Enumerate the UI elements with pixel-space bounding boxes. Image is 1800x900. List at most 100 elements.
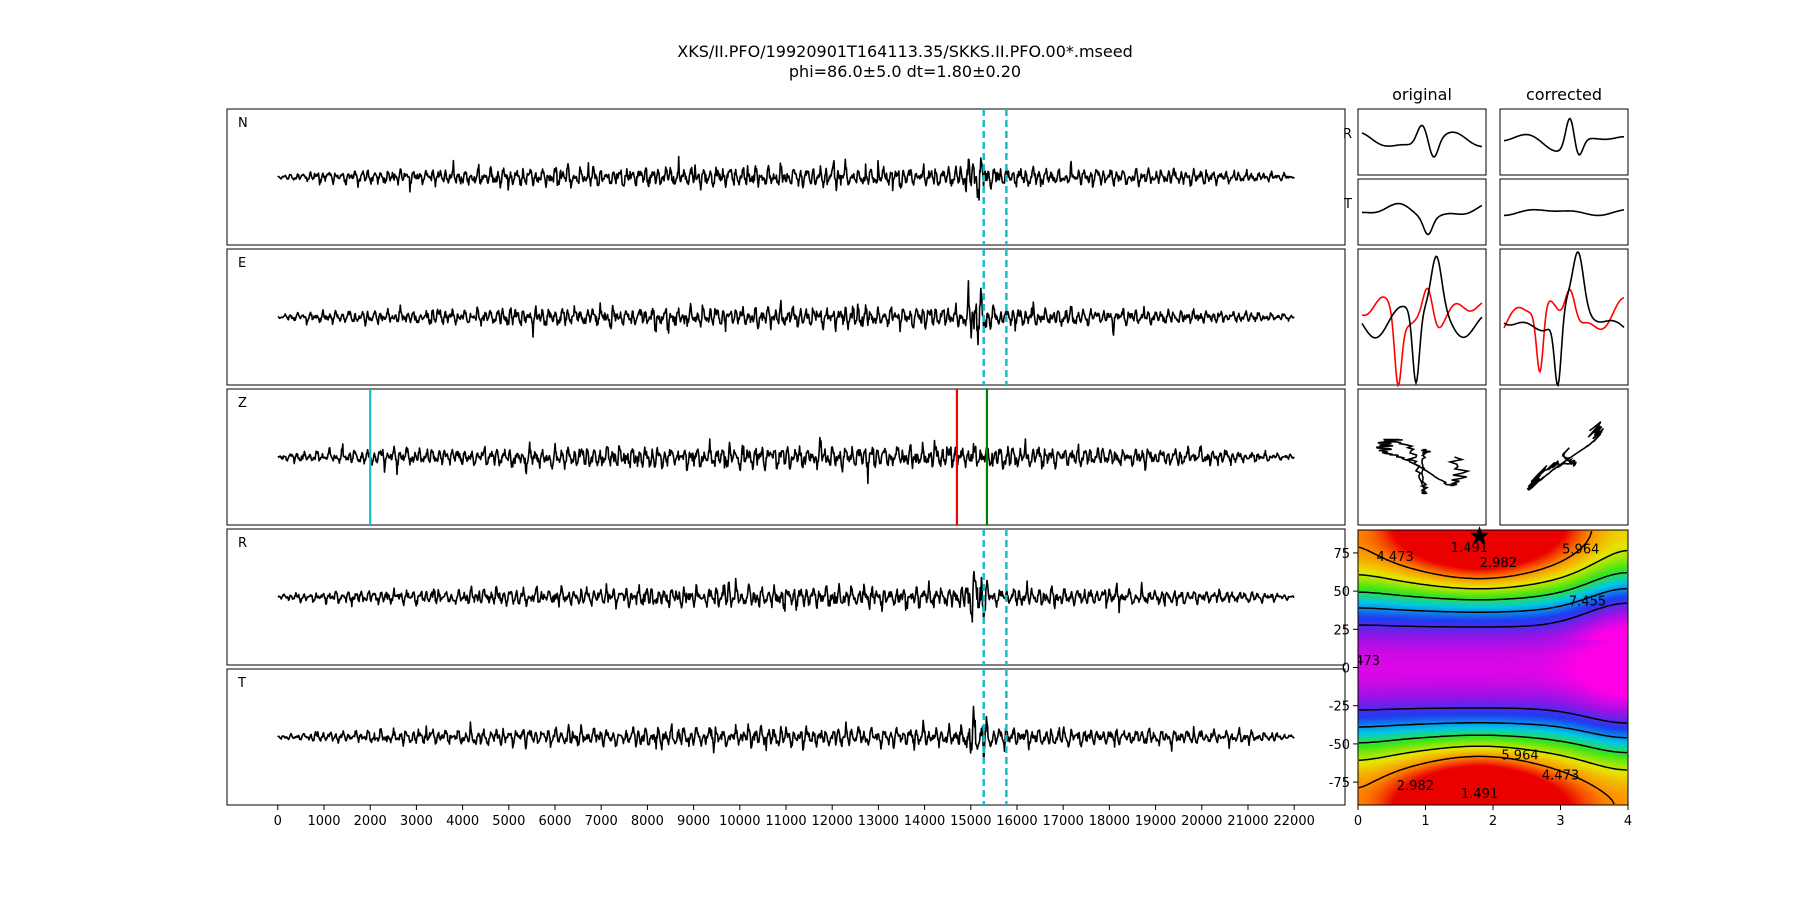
contour-label: 4.473 (1542, 768, 1579, 783)
particle-motion (1526, 421, 1605, 491)
energy-heatmap-image (1358, 530, 1628, 805)
x-tick-label: 1000 (307, 814, 340, 829)
y-tick-label: 50 (1333, 585, 1350, 600)
energy-grid-panel: 1.4912.9824.4735.9647.4554.4735.9644.473… (1329, 526, 1632, 829)
y-tick-label: 25 (1333, 623, 1350, 638)
waveform-comparison-panels: RT (1343, 108, 1629, 526)
contour-label: 5.964 (1562, 542, 1599, 557)
x-tick-label: 0 (274, 814, 282, 829)
trace-line-N (277, 155, 1295, 201)
x-tick-label: 1 (1421, 814, 1429, 829)
best-fit-star-mark (1470, 526, 1489, 545)
energy-grid-axes: 75 50 25 0 -25 -50 -75 0 1 2 3 4 (1329, 547, 1632, 829)
seismogram-panels: N E Z R T (226, 108, 1346, 806)
x-tick-label: 19000 (1135, 814, 1176, 829)
comparison-panel (1499, 388, 1629, 526)
y-tick-label: -75 (1329, 776, 1350, 791)
x-tick-label: 21000 (1227, 814, 1268, 829)
figure-title: XKS/II.PFO/19920901T164113.35/SKKS.II.PF… (677, 42, 1132, 61)
comparison-panel (1357, 108, 1487, 176)
time-axis: 0 1000 2000 3000 4000 5000 6000 7000 8000 9000 100… (274, 805, 1315, 829)
waveform-overlay-primary (1361, 255, 1483, 386)
trace-panel-label: E (238, 256, 246, 271)
x-tick-label: 13000 (858, 814, 899, 829)
contour-lines (1358, 530, 1628, 805)
trace-line-T (277, 705, 1295, 764)
transverse-waveform (1362, 202, 1483, 236)
particle-motion (1375, 438, 1471, 495)
x-tick-label: 17000 (1043, 814, 1084, 829)
contour-label: 1.491 (1451, 541, 1488, 556)
contour-label: 5.964 (1501, 749, 1538, 764)
contour-level-2 (1358, 571, 1628, 754)
comparison-panel (1499, 248, 1629, 388)
x-tick-label: 2000 (354, 814, 387, 829)
contour-label: 2.982 (1480, 556, 1517, 571)
transverse-waveform (1504, 208, 1625, 217)
waveform-overlay-primary (1503, 250, 1625, 388)
trace-panel-R: R (226, 528, 1346, 666)
waveform-overlay-secondary (1503, 288, 1625, 374)
x-tick-label: 8000 (631, 814, 664, 829)
x-tick-label: 14000 (904, 814, 945, 829)
trace-line-Z (277, 436, 1295, 485)
contour-label: 2.982 (1397, 779, 1434, 794)
comparison-panel (1357, 178, 1487, 246)
best-fit-star (1470, 526, 1489, 545)
contour-label: 4.473 (1343, 654, 1380, 669)
contour-level-0 (1358, 530, 1615, 805)
y-tick-label: -50 (1329, 738, 1350, 753)
trace-line-E (277, 280, 1295, 346)
contour-level-3 (1359, 587, 1628, 739)
x-tick-label: 0 (1354, 814, 1362, 829)
contour-level-4 (1359, 602, 1628, 724)
trace-panel-label: N (238, 116, 248, 131)
trace-panel-frame (226, 108, 1346, 246)
x-tick-label: 5000 (492, 814, 525, 829)
x-tick-label: 20000 (1181, 814, 1222, 829)
trace-panel-Z: Z (226, 388, 1346, 526)
x-tick-label: 4000 (446, 814, 479, 829)
x-tick-label: 16000 (996, 814, 1037, 829)
comparison-panel (1357, 248, 1487, 388)
trace-panel-label: R (238, 536, 247, 551)
x-tick-label: 12000 (812, 814, 853, 829)
radial-waveform (1503, 117, 1625, 156)
y-tick-label: 75 (1333, 547, 1350, 562)
trace-panel-label: Z (238, 396, 247, 411)
comparison-panel-frame (1357, 248, 1487, 386)
comparison-panel (1357, 388, 1487, 526)
comparison-row-label: R (1343, 127, 1352, 142)
trace-panel-frame (226, 668, 1346, 806)
contour-level-1 (1358, 549, 1628, 771)
x-tick-label: 4 (1624, 814, 1632, 829)
contour-labels: 1.4912.9824.4735.9647.4554.4735.9644.473… (1343, 541, 1606, 802)
comparison-panel (1499, 108, 1629, 176)
y-tick-label: 0 (1342, 662, 1350, 677)
x-tick-label: 7000 (585, 814, 618, 829)
comparison-panel-frame (1499, 178, 1629, 246)
x-tick-label: 9000 (677, 814, 710, 829)
figure-subtitle: phi=86.0±5.0 dt=1.80±0.20 (789, 62, 1021, 81)
waveform-overlay-secondary (1361, 287, 1483, 388)
x-tick-label: 11000 (765, 814, 806, 829)
radial-waveform (1361, 124, 1483, 158)
x-tick-label: 3000 (400, 814, 433, 829)
comparison-panel-frame (1357, 388, 1487, 526)
contour-label: 1.491 (1461, 787, 1498, 802)
comparison-panel (1499, 178, 1629, 246)
x-tick-label: 22000 (1274, 814, 1315, 829)
comparison-panel-frame (1357, 108, 1487, 176)
trace-panel-T: T (226, 668, 1346, 806)
trace-panel-label: T (237, 676, 246, 691)
trace-panel-N: N (226, 108, 1346, 246)
trace-panel-E: E (226, 248, 1346, 386)
x-tick-label: 2 (1489, 814, 1497, 829)
column-title-corrected: corrected (1526, 85, 1602, 104)
comparison-row-label: T (1343, 197, 1352, 212)
trace-line-R (277, 570, 1295, 623)
x-tick-label: 3 (1556, 814, 1564, 829)
x-tick-label: 15000 (950, 814, 991, 829)
column-title-original: original (1392, 85, 1452, 104)
